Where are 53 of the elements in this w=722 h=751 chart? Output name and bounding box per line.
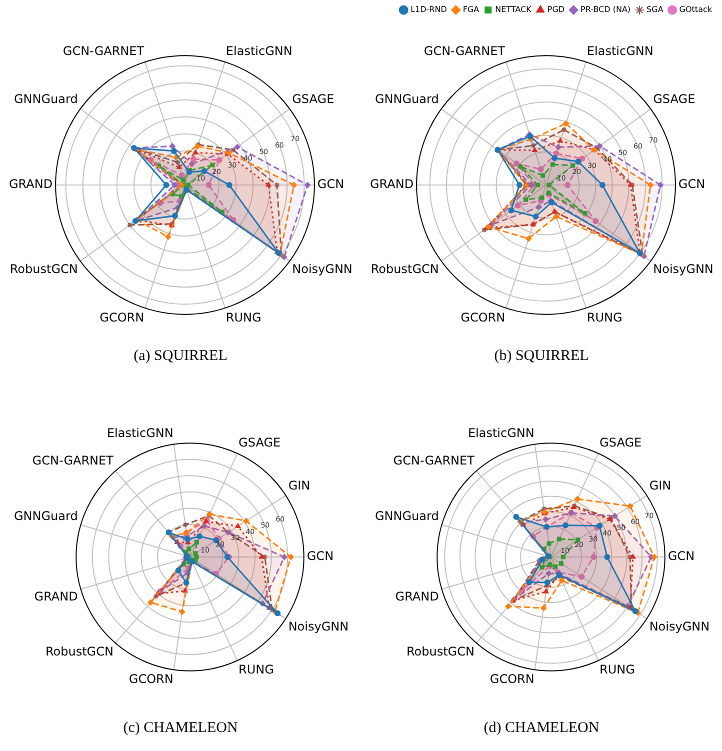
spoke-label: GCN: [678, 177, 706, 192]
spoke-label: GIN: [288, 478, 310, 493]
spoke-label: GCN: [306, 549, 334, 564]
spoke-label: GCN-GARNET: [62, 44, 145, 58]
spoke-label: GRAND: [395, 589, 439, 604]
spoke-label: RobustGCN: [370, 262, 439, 276]
spoke-label: GNNGuard: [14, 508, 78, 523]
spoke-label: RobustGCN: [45, 644, 114, 659]
spoke-label: GCN-GARNET: [424, 44, 506, 58]
spoke-label: RUNG: [600, 662, 635, 677]
spoke-label: GRAND: [370, 177, 414, 192]
spoke-label: RobustGCN: [406, 644, 474, 659]
spoke-label: GCN: [668, 549, 695, 564]
spoke-label: GRAND: [9, 177, 53, 192]
spoke-label: RUNG: [238, 662, 274, 677]
spoke-label: ElasticGNN: [586, 44, 654, 58]
spoke-label: GCN: [317, 177, 344, 192]
spoke-label: GCORN: [128, 672, 174, 686]
spoke-label: NoisyGNN: [292, 262, 352, 276]
spoke-label: NoisyGNN: [288, 620, 349, 634]
spoke-label: RobustGCN: [10, 262, 78, 276]
spoke-label: GNNGuard: [374, 508, 439, 523]
spoke-label: RUNG: [586, 310, 622, 324]
text: (b) SQUIRREL: [493, 347, 590, 366]
spoke-label: NoisyGNN: [653, 262, 714, 276]
spoke-label: GSAGE: [292, 92, 334, 106]
legend-label: NETTACK: [495, 5, 532, 14]
spoke-label: NoisyGNN: [649, 620, 710, 634]
text: (c) CHAMELEON: [122, 719, 239, 738]
legend-label: FGA: [462, 5, 480, 14]
spoke-label: GCORN: [460, 310, 506, 324]
spoke-label: GRAND: [34, 589, 78, 604]
spoke-label: GSAGE: [653, 92, 696, 106]
legend-label: PGD: [547, 5, 565, 14]
spoke-label: GSAGE: [600, 436, 642, 450]
spoke-label: ElasticGNN: [106, 426, 174, 440]
spoke-label: GNNGuard: [375, 92, 439, 106]
spoke-label: GCORN: [100, 310, 144, 324]
legend-label: PR-BCD (NA): [580, 5, 631, 14]
spoke-label: GSAGE: [238, 436, 281, 450]
legend-label: SGA: [646, 5, 664, 14]
spoke-label: GNNGuard: [14, 92, 78, 106]
spoke-label: GCORN: [490, 672, 534, 686]
text: (d) CHAMELEON: [482, 719, 600, 738]
spoke-label: GCN-GARNET: [393, 454, 476, 468]
spoke-label: ElasticGNN: [468, 426, 534, 440]
spoke-label: GCN-GARNET: [32, 454, 114, 468]
spoke-label: RUNG: [226, 310, 262, 324]
legend-label: GOttack: [679, 5, 712, 14]
legend-label: L1D-RND: [410, 5, 447, 14]
spoke-label: GIN: [649, 478, 672, 493]
spoke-label: ElasticGNN: [226, 44, 292, 58]
text: (a) SQUIRREL: [132, 347, 228, 366]
